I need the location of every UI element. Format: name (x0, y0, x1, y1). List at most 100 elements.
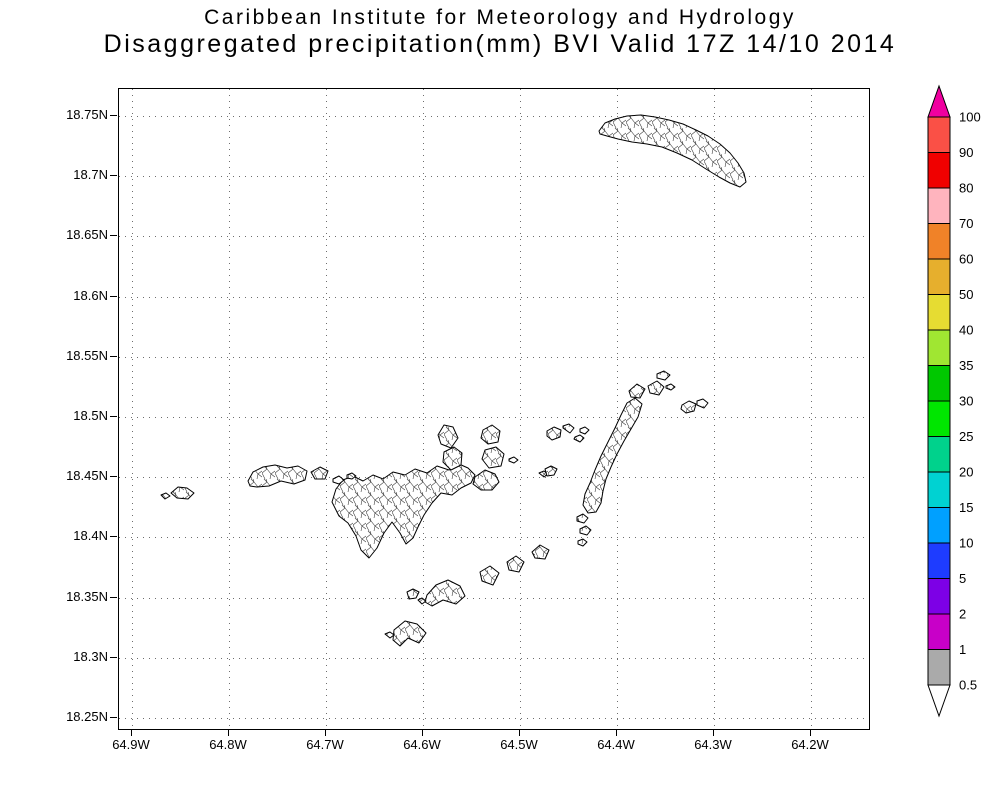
x-axis-tick (713, 730, 714, 736)
y-axis-label: 18.25N (35, 709, 108, 724)
x-axis-tick (519, 730, 520, 736)
y-axis-label: 18.3N (35, 649, 108, 664)
colorbar-segment: 60-70 (928, 224, 950, 260)
island-marina-cay (509, 457, 548, 477)
island-norman (385, 621, 426, 646)
colorbar-tick-label: 40 (959, 323, 973, 338)
colorbar-segment: 50-60 (928, 259, 950, 295)
colorbar-segment: 35-40 (928, 330, 950, 366)
colorbar-segment: 25-30 (928, 401, 950, 437)
x-axis-label: 64.6W (382, 737, 462, 752)
y-axis-tick (110, 657, 117, 658)
y-axis-tick (110, 416, 117, 417)
island-peter (425, 580, 465, 606)
island-little-jost-van-dyke (311, 467, 328, 479)
colorbar-tick-label: 90 (959, 145, 973, 160)
figure-title-product: Disaggregated precipitation(mm) BVI Vali… (0, 30, 1000, 59)
x-axis-label: 64.2W (770, 737, 850, 752)
colorbar-segment: 30-35 (928, 366, 950, 402)
y-axis-label: 18.45N (35, 468, 108, 483)
colorbar-segment: 15-20 (928, 472, 950, 508)
colorbar-overflow-arrow: >100 (928, 86, 950, 117)
y-axis-label: 18.65N (35, 227, 108, 242)
island-great-dog (547, 427, 561, 440)
y-axis-label: 18.55N (35, 348, 108, 363)
x-axis-label: 64.3W (673, 737, 753, 752)
small-cays-east (681, 399, 708, 413)
small-cay-south-of-dogs (545, 466, 557, 476)
colorbar-segment: 2-5 (928, 579, 950, 615)
island-anegada (599, 115, 746, 187)
island-george-dog (563, 424, 574, 433)
island-beef (473, 470, 499, 490)
colorbar-tick-label: 50 (959, 287, 973, 302)
colorbar-tick-label: 60 (959, 252, 973, 267)
island-jost-van-dyke (248, 465, 307, 487)
x-axis-tick (810, 730, 811, 736)
x-axis-label: 64.8W (188, 737, 268, 752)
colorbar-tick-label: 2 (959, 607, 966, 622)
colorbar-segment: 80-90 (928, 153, 950, 189)
colorbar-underflow-arrow: <0.5 (928, 685, 950, 716)
colorbar: >10090-10080-9070-8060-7050-6040-5035-40… (922, 80, 998, 730)
y-axis-tick (110, 536, 117, 537)
colorbar-tick-label: 80 (959, 181, 973, 196)
y-axis-tick (110, 235, 117, 236)
y-axis-tick (110, 115, 117, 116)
y-axis-tick (110, 356, 117, 357)
island-cooper (507, 556, 524, 572)
x-axis-tick (616, 730, 617, 736)
colorbar-segment: 1-2 (928, 614, 950, 650)
island-guana (438, 425, 458, 448)
x-axis-tick (131, 730, 132, 736)
colorbar-segment: 70-80 (928, 188, 950, 224)
x-axis-label: 64.5W (479, 737, 559, 752)
colorbar-tick-label: 25 (959, 429, 973, 444)
colorbar-tick-label: 1 (959, 642, 966, 657)
island-ginger (532, 545, 549, 559)
colorbar-tick-label: 35 (959, 358, 973, 373)
island-mosquito (629, 384, 645, 398)
colorbar-tick-label: 15 (959, 500, 973, 515)
y-axis-label: 18.5N (35, 408, 108, 423)
colorbar-tick-label: 30 (959, 394, 973, 409)
island-salt (480, 566, 499, 585)
island-scrub-north (481, 425, 500, 444)
colorbar-segment: 90-100 (928, 117, 950, 153)
y-axis-label: 18.7N (35, 167, 108, 182)
x-axis-tick (228, 730, 229, 736)
colorbar-segment: 20-25 (928, 437, 950, 473)
colorbar-segment: 0.5-1 (928, 650, 950, 686)
colorbar-tick-label: 70 (959, 216, 973, 231)
island-pelican-indians (407, 589, 426, 604)
colorbar-tick-label: 0.5 (959, 678, 977, 693)
colorbar-tick-label: 5 (959, 571, 966, 586)
y-axis-tick (110, 717, 117, 718)
x-axis-label: 64.4W (576, 737, 656, 752)
figure-title-institution: Caribbean Institute for Meteorology and … (0, 6, 1000, 30)
colorbar-segment: 10-15 (928, 508, 950, 544)
island-prickly-pear (648, 381, 664, 395)
coastline-layer (119, 89, 869, 729)
colorbar-tick-label: 10 (959, 536, 973, 551)
x-axis-tick (422, 730, 423, 736)
y-axis-label: 18.35N (35, 589, 108, 604)
y-axis-label: 18.75N (35, 107, 108, 122)
y-axis-tick (110, 476, 117, 477)
y-axis-label: 18.6N (35, 288, 108, 303)
y-axis-label: 18.4N (35, 528, 108, 543)
y-axis-tick (110, 296, 117, 297)
colorbar-tick-label: 100 (959, 110, 981, 125)
y-axis-tick (110, 175, 117, 176)
x-axis-tick (325, 730, 326, 736)
x-axis-label: 64.7W (285, 737, 365, 752)
map-plot-area (118, 88, 870, 730)
island-tobago-cays (161, 487, 194, 499)
colorbar-segment: 5-10 (928, 543, 950, 579)
island-scrub (482, 447, 504, 468)
colorbar-tick-label: 20 (959, 465, 973, 480)
island-fallen-jerusalem-chain (577, 514, 591, 546)
precipitation-map-figure: Caribbean Institute for Meteorology and … (0, 0, 1000, 800)
y-axis-tick (110, 597, 117, 598)
island-virgin-gorda (583, 398, 642, 513)
